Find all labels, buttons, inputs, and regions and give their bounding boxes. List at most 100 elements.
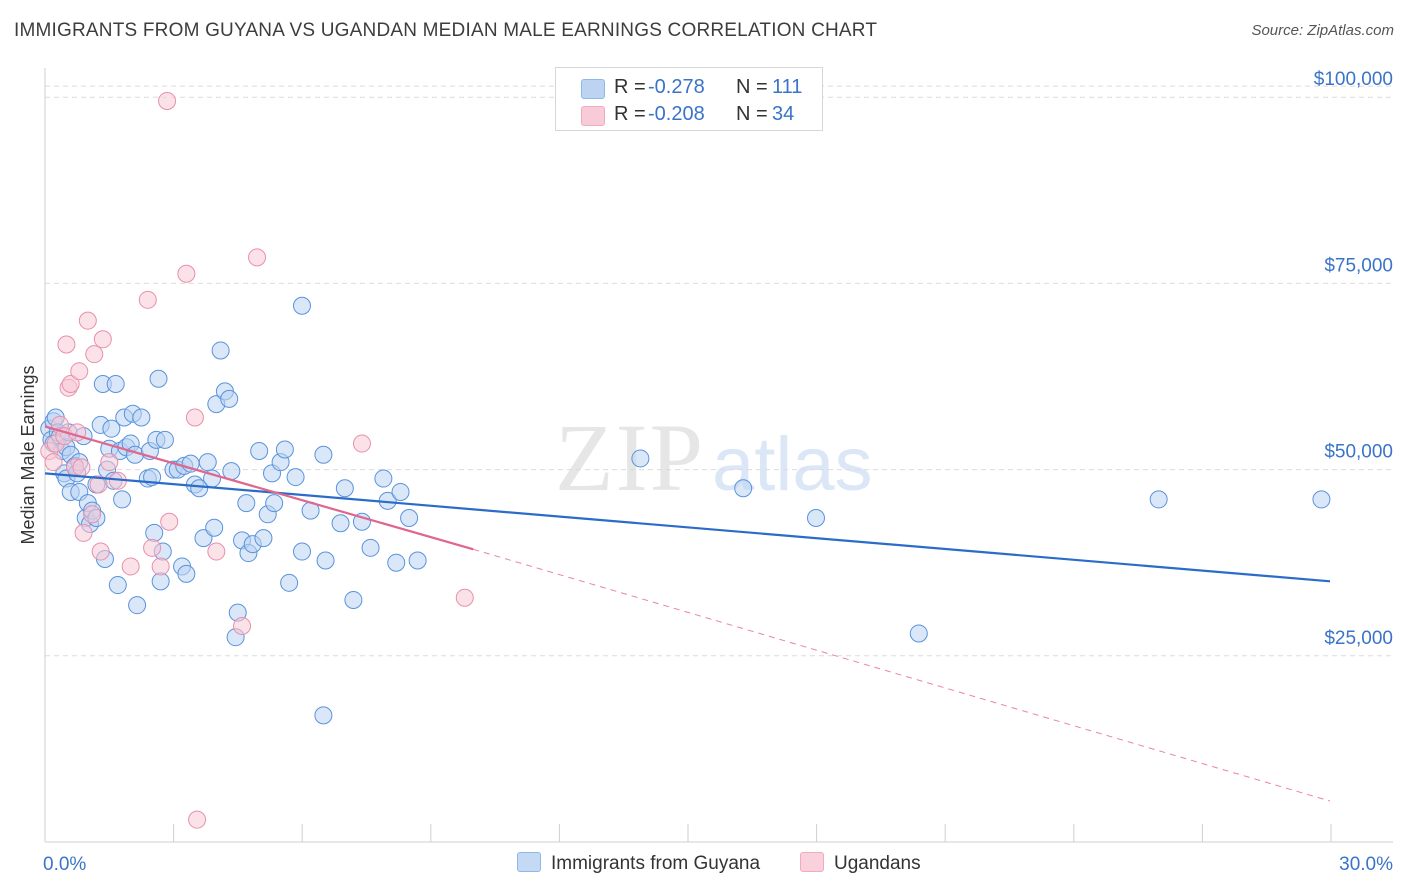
- guyana-point: [314, 445, 333, 464]
- guyana-point: [265, 494, 284, 513]
- ugandans-point: [160, 512, 179, 531]
- guyana-point: [631, 449, 650, 468]
- guyana-point: [387, 553, 406, 572]
- legend-item-ugandans[interactable]: Ugandans: [800, 852, 921, 875]
- guyana-point: [198, 453, 217, 472]
- ugandans-point: [83, 505, 102, 524]
- guyana-point: [344, 590, 363, 609]
- ugandans-point: [138, 290, 157, 309]
- guyana-point: [408, 551, 427, 570]
- x-tick-label: 30.0%: [1339, 854, 1393, 875]
- guyana-point: [293, 296, 311, 315]
- legend-label-guyana: Immigrants from Guyana: [551, 853, 761, 874]
- watermark: ZIP atlas: [555, 404, 873, 511]
- r-label: R =: [614, 103, 646, 125]
- guyana-point: [286, 468, 305, 487]
- ugandans-point: [143, 538, 162, 557]
- chart-source: Source: ZipAtlas.com: [1251, 22, 1394, 39]
- ugandans-point: [74, 523, 93, 542]
- y-tick-label: $75,000: [1324, 255, 1393, 276]
- ugandans-point: [158, 91, 177, 110]
- r-value: -0.208: [648, 103, 705, 125]
- x-tick-label: 0.0%: [43, 854, 86, 875]
- guyana-point: [275, 440, 294, 459]
- stats-swatch-guyana: [581, 79, 605, 99]
- n-label: N =: [736, 103, 768, 125]
- legend-item-guyana[interactable]: Immigrants from Guyana: [517, 852, 760, 875]
- ugandans-point: [89, 475, 108, 494]
- guyana-point: [909, 624, 928, 643]
- ugandans-point: [207, 542, 226, 561]
- guyana-point: [400, 509, 419, 528]
- guyana-point: [177, 564, 196, 583]
- trend-lines: [44, 425, 1331, 802]
- ugandans-point: [188, 810, 207, 829]
- guyana-point: [391, 482, 410, 501]
- legend-swatch-guyana: [517, 852, 541, 872]
- y-axis-title: Median Male Earnings: [18, 365, 38, 544]
- ugandans-point: [248, 248, 267, 267]
- guyana-point: [1149, 490, 1168, 509]
- guyana-point: [254, 529, 273, 548]
- guyana-point: [128, 596, 147, 615]
- ugandans-point: [352, 434, 371, 453]
- guyana-point: [106, 374, 125, 393]
- legend-swatch-ugandans: [800, 852, 824, 872]
- y-tick-label: $50,000: [1324, 442, 1393, 463]
- ugandans-point: [151, 557, 170, 576]
- guyana-point: [280, 573, 299, 592]
- ugandans-point: [233, 617, 252, 636]
- ugandans-point: [57, 335, 76, 354]
- ugandans-point: [100, 453, 119, 472]
- guyana-point: [108, 576, 127, 595]
- guyana-point: [335, 479, 354, 498]
- guyana-point: [145, 523, 164, 542]
- guyana-point: [374, 469, 393, 488]
- n-label: N =: [736, 76, 768, 98]
- guyana-trend-line: [44, 472, 1331, 583]
- ugandans-point: [121, 557, 140, 576]
- guyana-point: [293, 542, 311, 561]
- guyana-point: [102, 419, 121, 438]
- y-tick-label: $100,000: [1314, 69, 1393, 90]
- r-value: -0.278: [648, 76, 705, 98]
- guyana-point: [211, 341, 230, 360]
- guyana-point: [314, 706, 333, 725]
- guyana-point: [149, 369, 168, 388]
- guyana-point: [807, 509, 825, 528]
- guyana-point: [237, 494, 256, 513]
- guyana-point: [734, 479, 753, 498]
- guyana-point: [316, 551, 335, 570]
- legend-label-ugandans: Ugandans: [834, 853, 921, 874]
- watermark-zip: ZIP: [555, 404, 705, 511]
- stats-box: R = -0.278 N = 111 R = -0.208 N = 34: [555, 67, 823, 131]
- guyana-point: [113, 490, 132, 509]
- n-value: 34: [772, 103, 795, 125]
- guyana-point: [361, 538, 380, 557]
- guyana-point: [132, 408, 151, 427]
- ugandans-point: [72, 458, 91, 477]
- ugandans-point: [93, 330, 112, 349]
- ugandans-trend-extension: [473, 548, 1331, 802]
- y-tick-label: $25,000: [1324, 628, 1393, 649]
- guyana-point: [220, 389, 239, 408]
- guyana-point: [155, 430, 174, 449]
- guyana-point: [205, 518, 224, 537]
- stats-swatch-ugandans: [581, 106, 605, 126]
- r-label: R =: [614, 76, 646, 98]
- guyana-point: [250, 442, 269, 460]
- watermark-atlas: atlas: [712, 422, 873, 507]
- ugandans-point: [177, 264, 196, 283]
- n-value: 111: [772, 76, 803, 98]
- guyana-point: [331, 514, 350, 533]
- ugandans-point: [85, 345, 104, 364]
- ugandans-point: [70, 362, 89, 381]
- ugandans-point: [455, 588, 474, 607]
- guyana-point: [1312, 490, 1331, 509]
- ugandans-point: [44, 453, 63, 472]
- guyana-point: [190, 479, 209, 498]
- ugandans-point: [185, 408, 204, 427]
- chart-title: IMMIGRANTS FROM GUYANA VS UGANDAN MEDIAN…: [14, 20, 878, 41]
- tick-labels: $25,000 $50,000 $75,000 $100,000 0.0% 30.0%: [43, 69, 1393, 875]
